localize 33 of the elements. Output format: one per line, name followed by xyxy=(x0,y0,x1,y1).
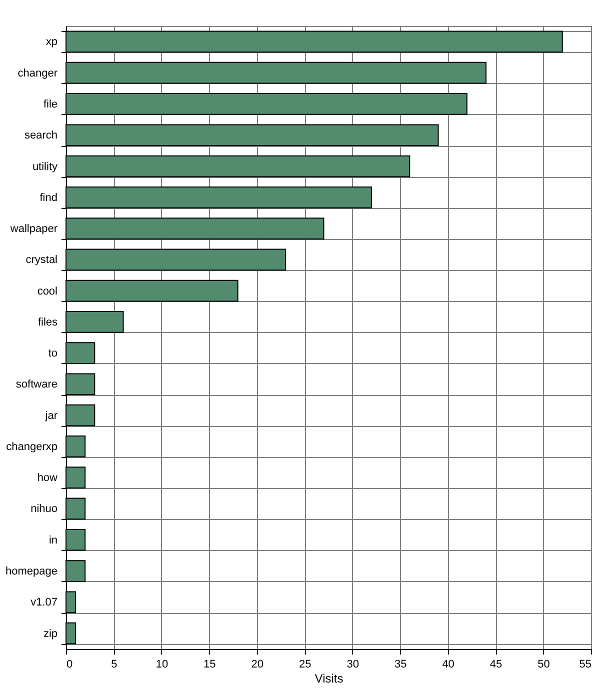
y-tick-label: nihuo xyxy=(30,503,58,516)
x-tick-label: 40 xyxy=(442,658,454,670)
y-tick-label: how xyxy=(37,472,58,484)
y-tick-label: changerxp xyxy=(6,440,58,453)
y-tick-label: changer xyxy=(18,67,58,80)
y-tick-label: file xyxy=(43,98,58,110)
y-tick-label: homepage xyxy=(6,566,58,578)
x-tick-label: 45 xyxy=(490,658,502,670)
x-tick-label: 15 xyxy=(204,658,216,670)
y-tick-label: search xyxy=(24,130,58,142)
y-tick-label: utility xyxy=(32,160,58,173)
x-tick-label: 30 xyxy=(346,658,359,670)
y-tick-label: files xyxy=(38,316,58,328)
x-tick-label: 25 xyxy=(299,658,312,670)
x-tick-label: 35 xyxy=(394,658,407,670)
x-tick-label: 55 xyxy=(579,658,592,670)
y-tick-label: crystal xyxy=(26,254,58,266)
y-tick-label: to xyxy=(48,348,58,360)
x-axis-title: Visits xyxy=(314,672,344,686)
x-tick-label: 10 xyxy=(156,658,168,670)
y-tick-label: find xyxy=(40,192,58,204)
y-tick-label: zip xyxy=(43,628,58,640)
y-tick-label: jar xyxy=(44,410,58,422)
y-tick-label: software xyxy=(16,378,58,391)
x-tick-label: 20 xyxy=(251,658,264,670)
x-tick-label: 5 xyxy=(111,658,118,670)
y-tick-label: in xyxy=(48,534,58,546)
y-tick-label: wallpaper xyxy=(9,223,58,236)
y-tick-label: v1.07 xyxy=(30,596,58,609)
y-tick-label: cool xyxy=(37,285,58,298)
x-tick-label: 50 xyxy=(538,658,550,670)
y-tick-label: xp xyxy=(46,36,58,48)
x-tick-label: 0 xyxy=(66,658,73,670)
